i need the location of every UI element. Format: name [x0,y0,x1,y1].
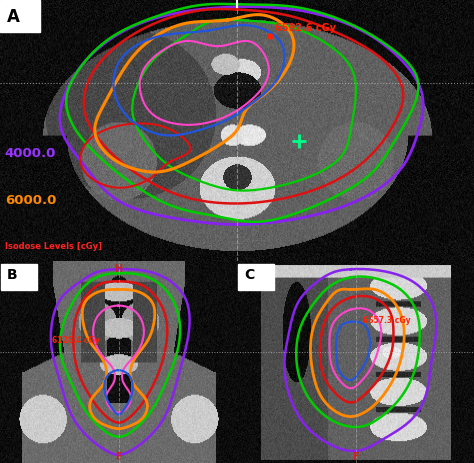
FancyBboxPatch shape [0,1,40,33]
Text: H: H [114,263,123,274]
FancyBboxPatch shape [238,265,274,291]
Text: 6128.4 cGy: 6128.4 cGy [52,335,100,344]
Text: F: F [352,451,359,461]
Text: A: A [7,8,20,26]
Text: 4000.0: 4000.0 [5,147,56,160]
Text: 6000.0: 6000.0 [5,194,56,207]
Text: Isodose Levels [cGy]: Isodose Levels [cGy] [5,242,102,250]
Text: C: C [244,268,255,282]
Text: 6657.3 cGy: 6657.3 cGy [363,315,410,324]
FancyBboxPatch shape [1,265,37,291]
Text: 6592.6 cGy: 6592.6 cGy [275,24,336,33]
Text: B: B [7,268,18,282]
Text: F: F [115,451,122,461]
